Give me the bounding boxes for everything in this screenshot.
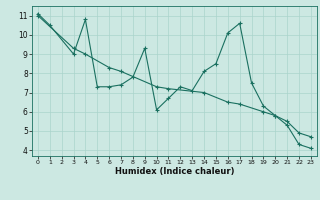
X-axis label: Humidex (Indice chaleur): Humidex (Indice chaleur) — [115, 167, 234, 176]
